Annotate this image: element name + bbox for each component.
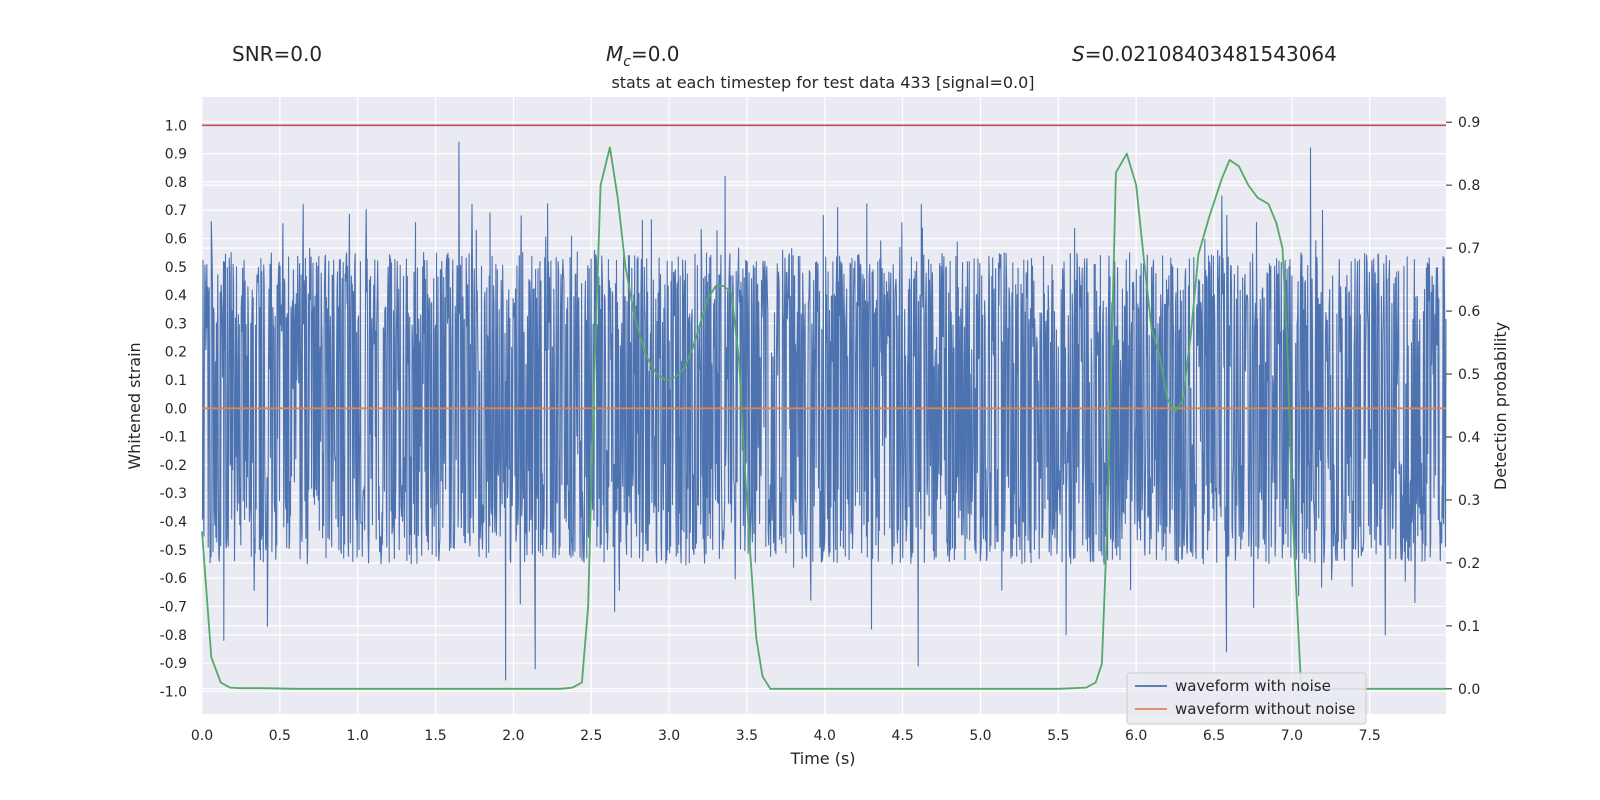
y-left-tick-label: -0.4 bbox=[160, 515, 187, 531]
y-right-tick-label: 0.7 bbox=[1458, 241, 1480, 257]
y-right-tick-label: 0.2 bbox=[1458, 556, 1480, 572]
y-left-tick-label: 0.0 bbox=[165, 401, 187, 417]
y-left-tick-label: -0.9 bbox=[160, 656, 187, 672]
y-left-tick-label: 0.9 bbox=[165, 147, 187, 163]
y-right-tick-label: 0.5 bbox=[1458, 367, 1480, 383]
y-left-tick-label: 0.5 bbox=[165, 260, 187, 276]
x-tick-label: 0.0 bbox=[191, 728, 213, 744]
y-left-tick-label: -0.1 bbox=[160, 430, 187, 446]
x-tick-label: 3.5 bbox=[736, 728, 758, 744]
legend-label-clean: waveform without noise bbox=[1175, 700, 1355, 718]
s-label: S=0.02108403481543064 bbox=[1072, 42, 1337, 66]
y-left-tick-label: -0.2 bbox=[160, 458, 187, 474]
y-right-tick-label: 0.6 bbox=[1458, 304, 1480, 320]
y-right-tick-label: 0.8 bbox=[1458, 178, 1480, 194]
y-right-tick-label: 0.9 bbox=[1458, 115, 1480, 131]
mc-label: Mc=0.0 bbox=[606, 42, 680, 70]
y-left-axis-label: Whitened strain bbox=[125, 342, 144, 469]
y-left-tick-label: -0.8 bbox=[160, 628, 187, 644]
legend-box bbox=[1126, 672, 1367, 725]
y-left-tick-label: 0.2 bbox=[165, 345, 187, 361]
series-detection-probability bbox=[201, 146, 1446, 690]
y-left-tick-label: 0.8 bbox=[165, 175, 187, 191]
y-left-tick-label: -0.3 bbox=[160, 486, 187, 502]
y-left-tick-label: -0.7 bbox=[160, 599, 187, 615]
chart-title: stats at each timestep for test data 433… bbox=[611, 73, 1034, 92]
x-tick-label: 5.5 bbox=[1047, 728, 1069, 744]
x-axis-label: Time (s) bbox=[789, 749, 855, 768]
legend-label-noise: waveform with noise bbox=[1175, 677, 1331, 695]
y-left-tick-label: 1.0 bbox=[165, 118, 187, 134]
x-tick-label: 4.5 bbox=[891, 728, 913, 744]
x-tick-label: 2.5 bbox=[580, 728, 602, 744]
y-left-tick-label: 0.4 bbox=[165, 288, 187, 304]
y-right-tick-label: 0.1 bbox=[1458, 619, 1480, 635]
x-axis-ticks: 0.0 0.5 1.0 1.5 2.0 2.5 3.0 3.5 4.0 4.5 5.0 5.5 6.0 6… bbox=[191, 728, 1381, 744]
legend: waveform with noise waveform without noi… bbox=[1126, 672, 1367, 725]
x-tick-label: 6.0 bbox=[1125, 728, 1147, 744]
y-left-tick-label: -0.5 bbox=[160, 543, 187, 559]
y-left-axis-ticks: -1.0 -0.9 -0.8 -0.7 -0.6 -0.5 -0.4 -0.3 -0.2 -0.1… bbox=[160, 118, 187, 700]
series-waveform-with-noise bbox=[201, 141, 1447, 681]
x-tick-label: 1.0 bbox=[347, 728, 369, 744]
y-left-tick-label: 0.3 bbox=[165, 316, 187, 332]
x-tick-label: 0.5 bbox=[269, 728, 291, 744]
y-left-tick-label: 0.1 bbox=[165, 373, 187, 389]
x-tick-label: 3.0 bbox=[658, 728, 680, 744]
x-tick-label: 1.5 bbox=[424, 728, 446, 744]
noise-line bbox=[201, 141, 1447, 681]
y-left-tick-label: 0.7 bbox=[165, 203, 187, 219]
y-left-tick-label: -0.6 bbox=[160, 571, 187, 587]
x-tick-label: 7.5 bbox=[1359, 728, 1381, 744]
x-tick-label: 5.0 bbox=[969, 728, 991, 744]
probability-line bbox=[201, 146, 1446, 690]
y-right-tick-label: 0.0 bbox=[1458, 682, 1480, 698]
snr-label: SNR=0.0 bbox=[232, 42, 322, 66]
x-tick-label: 2.0 bbox=[502, 728, 524, 744]
y-right-tick-label: 0.4 bbox=[1458, 430, 1480, 446]
y-right-axis-ticks: 0.0 0.1 0.2 0.3 0.4 0.5 0.6 0.7 0.8 0.9 bbox=[1446, 115, 1480, 698]
y-right-axis-label: Detection probability bbox=[1491, 322, 1510, 490]
y-right-tick-label: 0.3 bbox=[1458, 493, 1480, 509]
x-tick-label: 7.0 bbox=[1281, 728, 1303, 744]
y-left-tick-label: -1.0 bbox=[160, 684, 187, 700]
x-tick-label: 4.0 bbox=[814, 728, 836, 744]
x-tick-label: 6.5 bbox=[1203, 728, 1225, 744]
y-left-tick-label: 0.6 bbox=[165, 232, 187, 248]
